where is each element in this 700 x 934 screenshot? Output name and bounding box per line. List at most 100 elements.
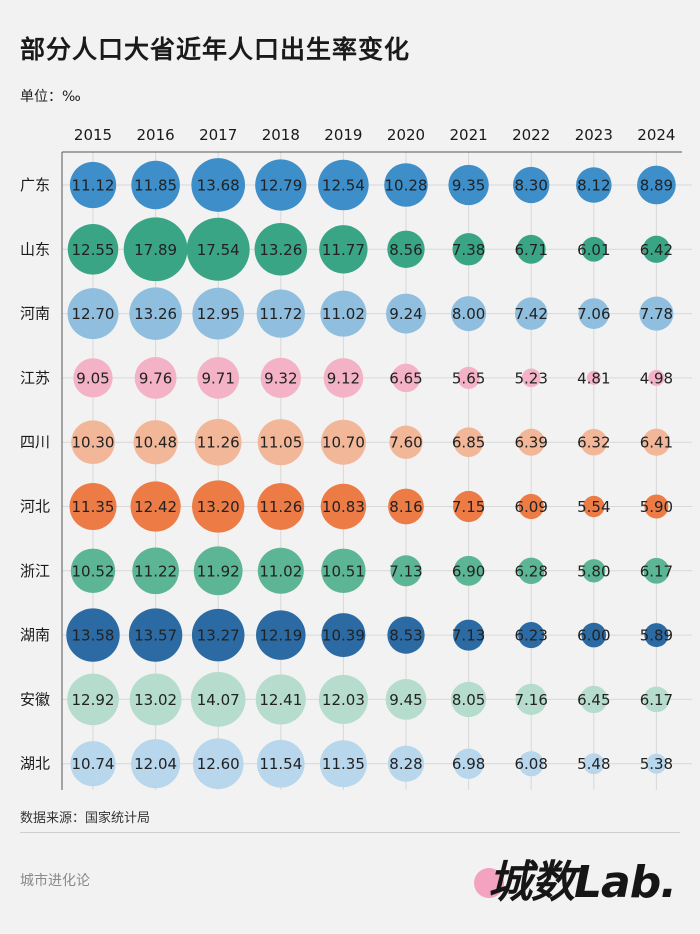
data-value-label: 5.89	[640, 627, 673, 645]
data-value-label: 9.71	[201, 369, 234, 387]
data-bubble	[257, 483, 305, 530]
year-tick-label: 2019	[324, 126, 362, 144]
data-value-label: 10.30	[72, 434, 115, 452]
logo-dot	[474, 868, 504, 898]
divider	[20, 832, 680, 833]
data-value-label: 11.54	[259, 755, 302, 773]
data-value-label: 6.90	[452, 562, 485, 580]
province-label: 安徽	[20, 690, 50, 708]
data-value-label: 10.70	[322, 434, 365, 452]
data-value-label: 6.01	[577, 241, 610, 259]
data-bubble	[190, 672, 246, 727]
data-value-label: 17.89	[134, 241, 177, 259]
data-value-label: 5.80	[577, 562, 610, 580]
data-bubble	[517, 428, 545, 456]
data-bubble	[260, 357, 301, 399]
year-tick-label: 2020	[387, 126, 425, 144]
data-value-label: 6.39	[514, 434, 547, 452]
data-bubble	[69, 482, 117, 531]
year-tick-label: 2018	[262, 126, 300, 144]
data-value-label: 10.51	[322, 562, 365, 580]
data-value-label: 4.98	[640, 369, 673, 387]
year-tick-label: 2017	[199, 126, 237, 144]
data-value-label: 10.52	[72, 562, 115, 580]
data-value-label: 10.48	[134, 434, 177, 452]
data-bubble	[453, 619, 485, 651]
data-bubble	[521, 368, 541, 388]
data-value-label: 8.12	[577, 177, 610, 195]
data-bubble	[386, 293, 426, 334]
data-value-label: 13.20	[197, 498, 240, 516]
data-value-label: 6.45	[577, 691, 610, 709]
data-value-label: 13.58	[72, 627, 115, 645]
data-value-label: 11.77	[322, 241, 365, 259]
data-value-label: 7.78	[640, 305, 673, 323]
data-value-label: 8.16	[389, 498, 422, 516]
data-value-label: 10.39	[322, 627, 365, 645]
data-value-label: 10.28	[385, 177, 428, 195]
data-value-label: 12.70	[72, 305, 115, 323]
data-value-label: 7.15	[452, 498, 485, 516]
data-value-label: 7.13	[389, 562, 422, 580]
year-tick-label: 2016	[137, 126, 175, 144]
data-value-label: 5.23	[514, 369, 547, 387]
data-bubble	[257, 419, 304, 466]
data-value-label: 8.28	[389, 755, 422, 773]
data-value-label: 6.32	[577, 434, 610, 452]
bubble-chart: 2015 2016 2017 2018 2019 2020 2021 2022 2023 2024…	[20, 126, 692, 790]
data-value-label: 5.48	[577, 755, 610, 773]
data-bubble	[71, 420, 115, 465]
data-bubble	[319, 740, 367, 788]
data-bubble	[197, 357, 240, 399]
data-bubble	[450, 681, 487, 718]
data-value-label: 6.17	[640, 562, 673, 580]
unit-label: 单位：‰	[20, 89, 81, 105]
data-value-label: 6.00	[577, 627, 610, 645]
data-bubble	[518, 751, 544, 777]
data-value-label: 12.55	[72, 241, 115, 259]
data-value-label: 5.65	[452, 369, 485, 387]
data-value-label: 7.16	[514, 691, 547, 709]
data-bubble	[192, 480, 245, 533]
data-bubble	[453, 748, 484, 779]
data-bubble	[581, 236, 607, 262]
data-bubble	[69, 161, 117, 209]
data-bubble	[642, 235, 671, 263]
data-value-label: 11.72	[259, 305, 302, 323]
data-value-label: 11.02	[322, 305, 365, 323]
data-value-label: 11.85	[134, 177, 177, 195]
data-bubble	[586, 370, 601, 385]
data-value-label: 6.41	[640, 434, 673, 452]
data-value-label: 8.56	[389, 241, 422, 259]
data-bubble	[448, 164, 489, 206]
data-value-label: 7.13	[452, 627, 485, 645]
data-bubble	[254, 223, 308, 276]
data-value-label: 6.08	[514, 755, 547, 773]
data-bubble	[453, 427, 484, 458]
year-tick-label: 2024	[637, 126, 675, 144]
year-tick-label: 2022	[512, 126, 550, 144]
data-bubble	[583, 753, 605, 775]
data-value-label: 11.02	[259, 562, 302, 580]
province-label: 湖南	[20, 626, 50, 644]
data-bubble	[257, 547, 304, 594]
data-value-label: 5.54	[577, 498, 610, 516]
data-value-label: 8.00	[452, 305, 485, 323]
data-value-label: 9.12	[327, 369, 360, 387]
chart-title: 部分人口大省近年人口出生率变化	[20, 35, 411, 64]
data-value-label: 6.23	[514, 627, 547, 645]
data-bubble	[191, 608, 245, 662]
data-value-label: 12.95	[197, 305, 240, 323]
data-bubble	[644, 623, 669, 648]
data-value-label: 13.57	[134, 627, 177, 645]
data-bubble	[66, 608, 120, 662]
data-value-label: 11.22	[134, 562, 177, 580]
data-bubble	[123, 217, 188, 282]
data-bubble	[191, 158, 246, 212]
data-bubble	[130, 481, 181, 532]
data-bubble	[67, 224, 119, 275]
data-value-label: 6.98	[452, 755, 485, 773]
data-bubble	[73, 358, 113, 398]
data-bubble	[453, 555, 484, 586]
data-value-label: 11.92	[197, 562, 240, 580]
